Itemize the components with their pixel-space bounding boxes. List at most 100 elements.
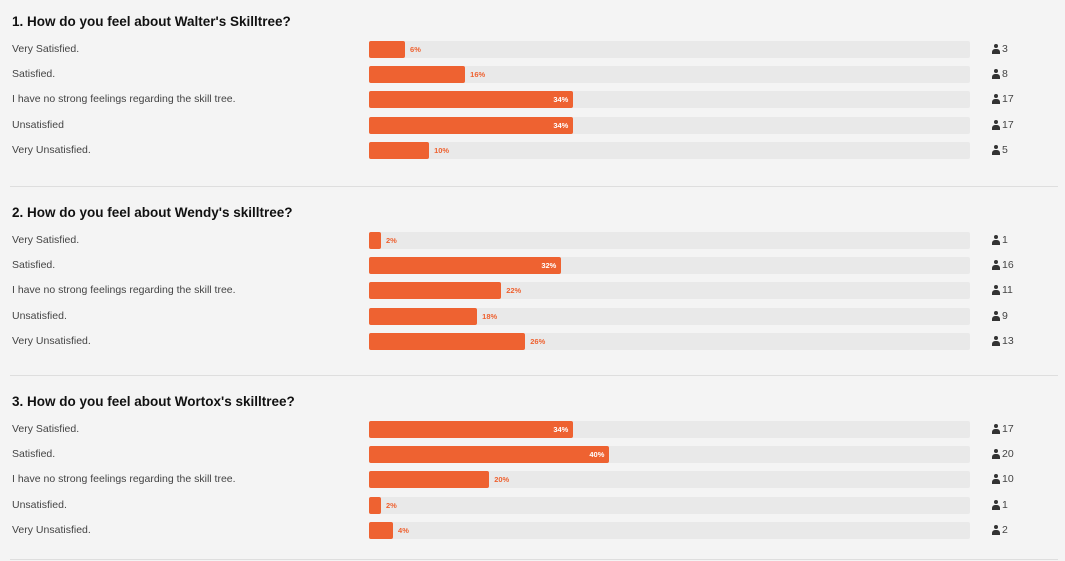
answer-label: Very Unsatisfied.: [12, 334, 91, 347]
result-bar-fill: [369, 446, 610, 464]
result-bar-track: 34%: [369, 116, 970, 134]
result-bar-track: 4%: [369, 521, 970, 539]
answer-row: I have no strong feelings regarding the …: [0, 91, 1060, 109]
respondent-count: 1: [992, 234, 1008, 246]
result-bar-fill: [369, 496, 382, 514]
percent-label: 34%: [553, 95, 569, 105]
result-bar-fill: [369, 41, 406, 58]
section-divider: [10, 186, 1058, 187]
answer-row: I have no strong feelings regarding the …: [0, 471, 1060, 489]
percent-label: 20%: [494, 475, 510, 485]
user-icon: [992, 119, 1000, 130]
user-icon: [992, 499, 1000, 510]
result-bar-fill: [369, 307, 478, 325]
user-icon: [992, 94, 1000, 105]
user-icon: [992, 285, 1000, 296]
percent-label: 32%: [541, 261, 557, 271]
result-bar-fill: [369, 91, 574, 109]
user-icon: [992, 260, 1000, 271]
result-bar-fill: [369, 257, 562, 275]
result-bar-track: 34%: [369, 91, 970, 109]
respondent-count: 11: [992, 284, 1013, 296]
percent-label: 2%: [386, 500, 397, 510]
answer-label: Satisfied.: [12, 448, 56, 461]
user-icon: [992, 235, 1000, 245]
count-value: 17: [1002, 423, 1014, 435]
user-icon: [992, 474, 1000, 485]
answer-label: I have no strong feelings regarding the …: [12, 473, 236, 486]
answer-row: Very Unsatisfied. 26% 13: [0, 332, 1060, 351]
result-bar-fill: [369, 232, 382, 249]
user-icon: [992, 449, 1000, 460]
answer-row: Very Satisfied. 6% 3: [0, 41, 1060, 59]
result-bar-track: 18%: [369, 307, 970, 325]
count-value: 3: [1002, 43, 1008, 55]
answer-label: Satisfied.: [12, 259, 56, 272]
count-value: 2: [1002, 523, 1008, 536]
answer-label: Unsatisfied.: [12, 309, 67, 322]
respondent-count: 10: [992, 473, 1014, 485]
respondent-count: 5: [992, 144, 1008, 156]
result-bar-fill: [369, 282, 502, 300]
question-title: 1. How do you feel about Walter's Skillt…: [12, 14, 291, 29]
count-value: 1: [1002, 234, 1008, 246]
answer-row: Unsatisfied. 2% 1: [0, 496, 1060, 515]
result-bar-fill: [369, 141, 430, 159]
user-icon: [992, 310, 1000, 321]
result-bar-track: 26%: [369, 332, 970, 350]
user-icon: [992, 335, 1000, 346]
percent-label: 22%: [506, 286, 522, 296]
result-bar-track: 34%: [369, 421, 970, 438]
percent-label: 40%: [589, 450, 605, 460]
result-bar-fill: [369, 116, 574, 134]
count-value: 5: [1002, 143, 1008, 156]
user-icon: [992, 424, 1000, 434]
count-value: 1: [1002, 498, 1008, 511]
respondent-count: 17: [992, 423, 1014, 435]
respondent-count: 9: [992, 310, 1008, 322]
percent-label: 18%: [482, 311, 498, 321]
percent-label: 34%: [553, 425, 569, 434]
result-bar-track: 40%: [369, 446, 970, 464]
respondent-count: 3: [992, 43, 1008, 55]
result-bar-track: 20%: [369, 471, 970, 489]
result-bar-fill: [369, 332, 526, 350]
answer-row: Very Unsatisfied. 10% 5: [0, 141, 1060, 160]
answer-row: Satisfied. 40% 20: [0, 446, 1060, 464]
result-bar-fill: [369, 471, 490, 489]
respondent-count: 20: [992, 448, 1014, 460]
user-icon: [992, 69, 1000, 80]
respondent-count: 1: [992, 499, 1008, 511]
count-value: 20: [1002, 448, 1014, 461]
count-value: 9: [1002, 309, 1008, 322]
respondent-count: 13: [992, 335, 1014, 347]
count-value: 13: [1002, 334, 1014, 347]
percent-label: 2%: [386, 236, 397, 245]
answer-row: Satisfied. 16% 8: [0, 66, 1060, 84]
result-bar-track: 22%: [369, 282, 970, 300]
respondent-count: 16: [992, 259, 1014, 271]
answer-row: Very Unsatisfied. 4% 2: [0, 521, 1060, 540]
answer-label: Very Unsatisfied.: [12, 523, 91, 536]
result-bar-fill: [369, 521, 394, 539]
answer-label: I have no strong feelings regarding the …: [12, 284, 236, 297]
result-bar-track: 32%: [369, 257, 970, 275]
result-bar-track: 16%: [369, 66, 970, 84]
count-value: 17: [1002, 93, 1014, 106]
count-value: 10: [1002, 473, 1014, 486]
answer-row: Satisfied. 32% 16: [0, 257, 1060, 275]
respondent-count: 17: [992, 93, 1014, 105]
result-bar-fill: [369, 66, 466, 84]
respondent-count: 17: [992, 119, 1014, 131]
section-divider: [10, 375, 1058, 376]
answer-row: Unsatisfied. 18% 9: [0, 307, 1060, 326]
question-title: 3. How do you feel about Wortox's skillt…: [12, 394, 295, 409]
percent-label: 34%: [553, 120, 569, 130]
answer-label: Very Unsatisfied.: [12, 143, 91, 156]
result-bar-track: 6%: [369, 41, 970, 58]
user-icon: [992, 524, 1000, 535]
answer-label: I have no strong feelings regarding the …: [12, 93, 236, 106]
answer-label: Unsatisfied: [12, 118, 64, 131]
answer-row: Very Satisfied. 34% 17: [0, 421, 1060, 439]
count-value: 17: [1002, 118, 1014, 131]
